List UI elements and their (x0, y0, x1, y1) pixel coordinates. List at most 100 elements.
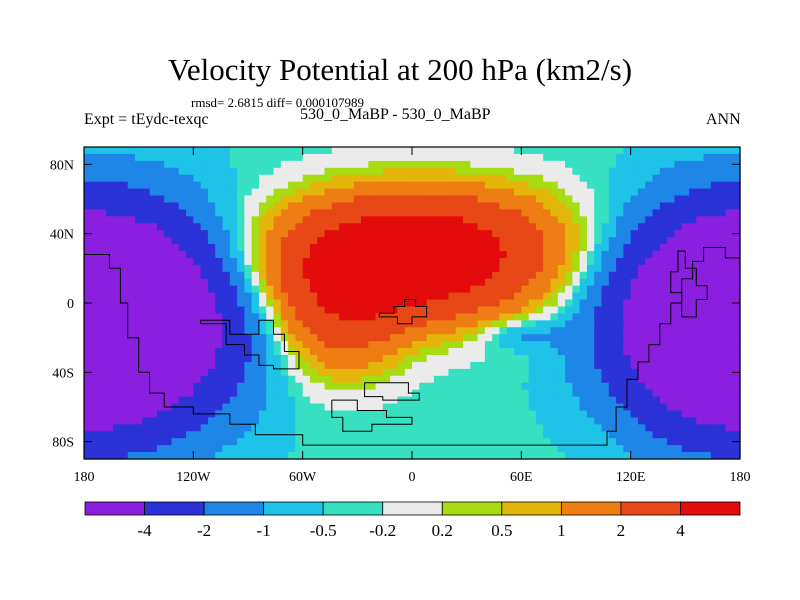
field-cell (623, 237, 632, 245)
field-cell (470, 403, 479, 412)
field-cell (91, 410, 100, 418)
field-cell (149, 278, 158, 287)
field-cell (535, 452, 544, 460)
field-cell (309, 445, 318, 453)
field-cell (448, 375, 457, 384)
field-cell (302, 341, 311, 349)
field-cell (149, 368, 158, 377)
field-cell (419, 445, 428, 453)
field-cell (120, 223, 129, 231)
field-cell (470, 285, 479, 294)
field-cell (725, 348, 734, 356)
field-cell (142, 410, 151, 418)
field-cell (120, 188, 129, 197)
field-cell (324, 396, 333, 405)
field-cell (382, 306, 391, 314)
field-cell (455, 195, 464, 204)
field-cell (215, 174, 224, 183)
field-cell (237, 299, 245, 308)
field-cell (331, 209, 340, 217)
field-cell (659, 382, 668, 391)
field-cell (397, 389, 406, 398)
field-cell (470, 320, 479, 328)
field-cell (586, 292, 595, 301)
field-cell (142, 417, 151, 425)
field-cell (390, 160, 399, 169)
field-cell (412, 181, 420, 190)
field-cell (222, 361, 231, 370)
field-cell (565, 368, 573, 377)
field-cell (178, 396, 187, 405)
field-cell (696, 375, 705, 384)
field-cell (528, 195, 537, 204)
field-cell (127, 153, 136, 162)
field-cell (645, 278, 654, 287)
field-cell (164, 361, 173, 370)
field-cell (448, 223, 457, 231)
field-cell (681, 216, 690, 224)
field-cell (229, 368, 238, 377)
field-cell (229, 278, 238, 287)
field-cell (667, 202, 675, 210)
field-cell (499, 153, 508, 162)
field-cell (120, 292, 129, 301)
field-cell (565, 389, 573, 398)
field-cell (455, 278, 464, 287)
field-cell (98, 153, 107, 162)
field-cell (404, 285, 413, 294)
field-cell (360, 327, 369, 335)
field-cell (273, 188, 282, 197)
field-cell (499, 334, 508, 342)
field-cell (528, 167, 537, 176)
field-cell (550, 230, 559, 238)
field-cell (463, 313, 471, 321)
field-cell (229, 320, 238, 328)
field-cell (375, 216, 384, 224)
field-cell (237, 285, 245, 294)
field-cell (499, 313, 508, 321)
field-cell (426, 223, 435, 231)
field-cell (382, 389, 391, 398)
field-cell (251, 167, 260, 176)
field-cell (412, 202, 420, 210)
field-cell (324, 188, 333, 197)
field-cell (266, 299, 275, 308)
field-cell (266, 313, 275, 321)
field-cell (266, 382, 275, 391)
field-cell (280, 278, 289, 287)
field-cell (178, 375, 187, 384)
field-cell (127, 396, 136, 405)
field-cell (273, 355, 282, 363)
field-cell (674, 237, 683, 245)
field-cell (659, 181, 668, 190)
field-cell (222, 445, 231, 453)
field-cell (288, 244, 296, 252)
field-cell (222, 438, 231, 446)
field-cell (375, 181, 384, 190)
field-cell (659, 431, 668, 439)
field-cell (149, 403, 158, 412)
field-cell (433, 202, 442, 210)
field-cell (484, 452, 493, 460)
field-cell (674, 389, 683, 398)
field-cell (652, 153, 661, 162)
field-cell (266, 417, 275, 425)
field-cell (419, 216, 428, 224)
field-cell (732, 209, 741, 217)
field-cell (222, 431, 231, 439)
field-cell (703, 306, 712, 314)
field-cell (360, 417, 369, 425)
field-cell (186, 355, 194, 363)
field-cell (579, 327, 588, 335)
field-cell (229, 216, 238, 224)
field-cell (703, 257, 712, 266)
field-cell (390, 237, 399, 245)
field-cell (266, 230, 275, 238)
field-cell (572, 348, 581, 356)
field-cell (688, 237, 697, 245)
field-cell (127, 209, 136, 217)
field-cell (426, 264, 435, 273)
field-cell (579, 361, 588, 370)
field-cell (703, 230, 712, 238)
field-cell (492, 174, 501, 183)
